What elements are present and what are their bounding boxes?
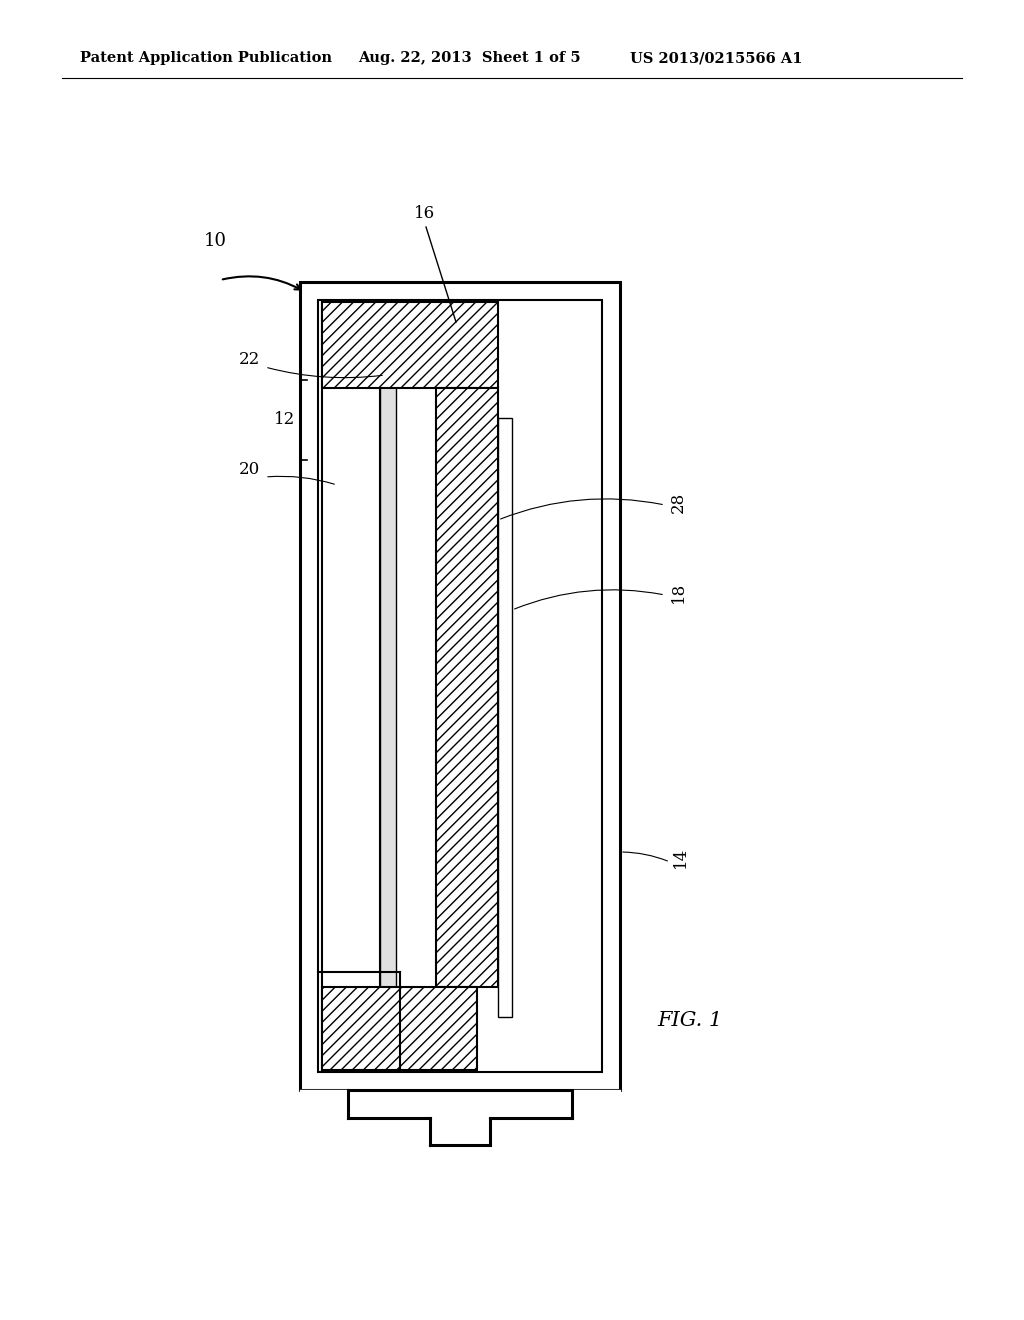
Bar [498,418,512,1016]
Bar [436,388,498,987]
Bar [380,302,396,1071]
Text: Aug. 22, 2013  Sheet 1 of 5: Aug. 22, 2013 Sheet 1 of 5 [358,51,581,65]
Bar [322,987,477,1071]
Text: US 2013/0215566 A1: US 2013/0215566 A1 [630,51,803,65]
Text: 16: 16 [414,205,434,222]
Text: 14: 14 [672,846,689,867]
Text: 12: 12 [273,412,295,429]
Bar [322,302,380,1071]
Bar [300,282,620,1090]
Text: 28: 28 [670,491,687,512]
Bar [318,300,602,1072]
Text: Patent Application Publication: Patent Application Publication [80,51,332,65]
Text: 10: 10 [204,232,226,249]
Text: FIG. 1: FIG. 1 [657,1011,723,1030]
Bar [322,302,498,388]
Text: 18: 18 [670,581,687,603]
Text: 20: 20 [239,462,260,479]
Text: 22: 22 [239,351,260,368]
